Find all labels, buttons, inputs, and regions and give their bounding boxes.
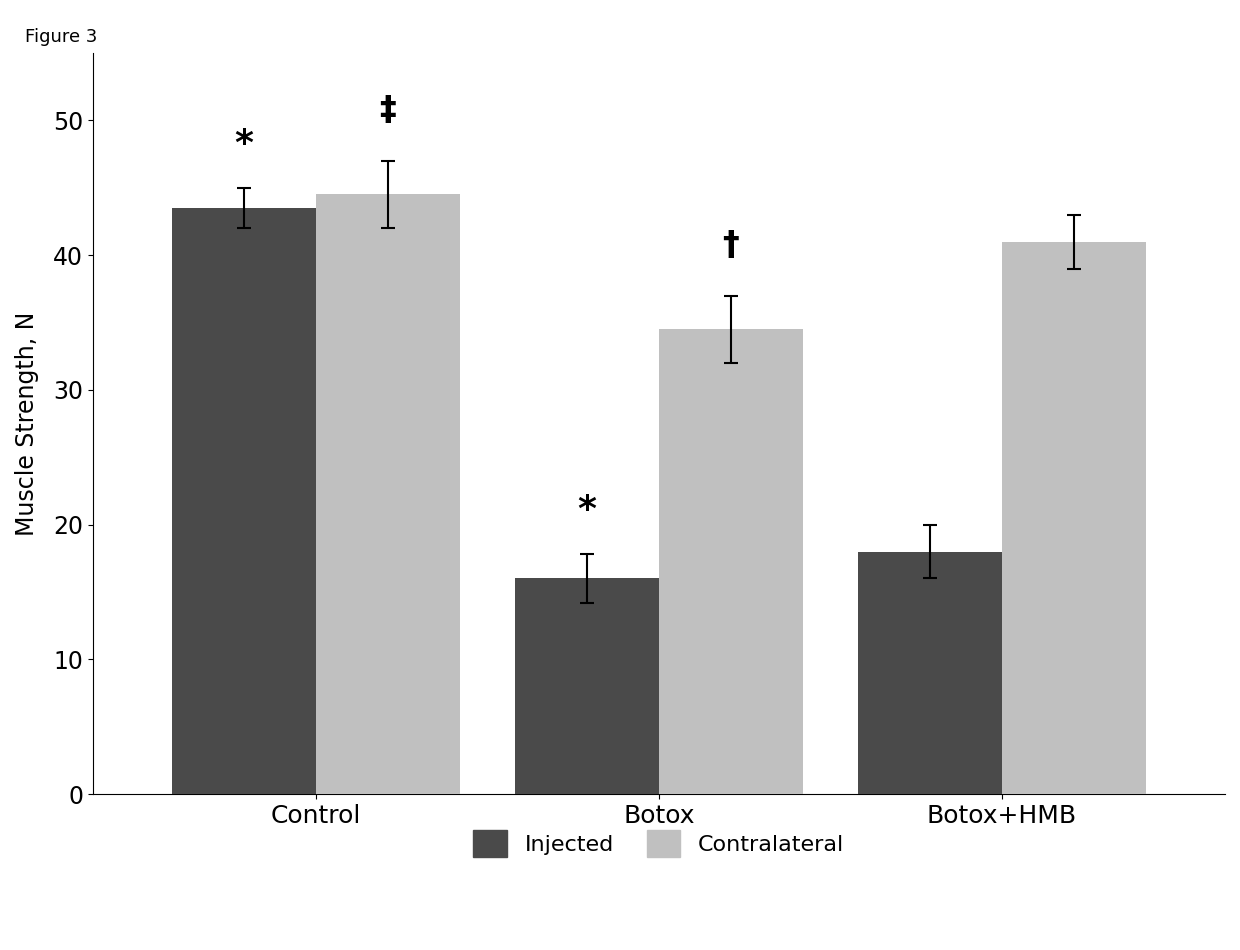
Bar — [658, 330, 804, 794]
Legend: Injected, Contralateral: Injected, Contralateral — [451, 808, 867, 880]
Bar — [172, 208, 316, 794]
Bar — [858, 552, 1002, 794]
Bar — [1002, 241, 1146, 794]
Y-axis label: Muscle Strength, N: Muscle Strength, N — [15, 312, 38, 536]
Bar — [515, 579, 658, 794]
Text: *: * — [578, 493, 596, 527]
Text: ‡: ‡ — [379, 94, 397, 127]
Text: *: * — [234, 126, 253, 161]
Bar — [316, 195, 460, 794]
Text: †: † — [723, 229, 739, 262]
Text: Figure 3: Figure 3 — [25, 28, 97, 47]
